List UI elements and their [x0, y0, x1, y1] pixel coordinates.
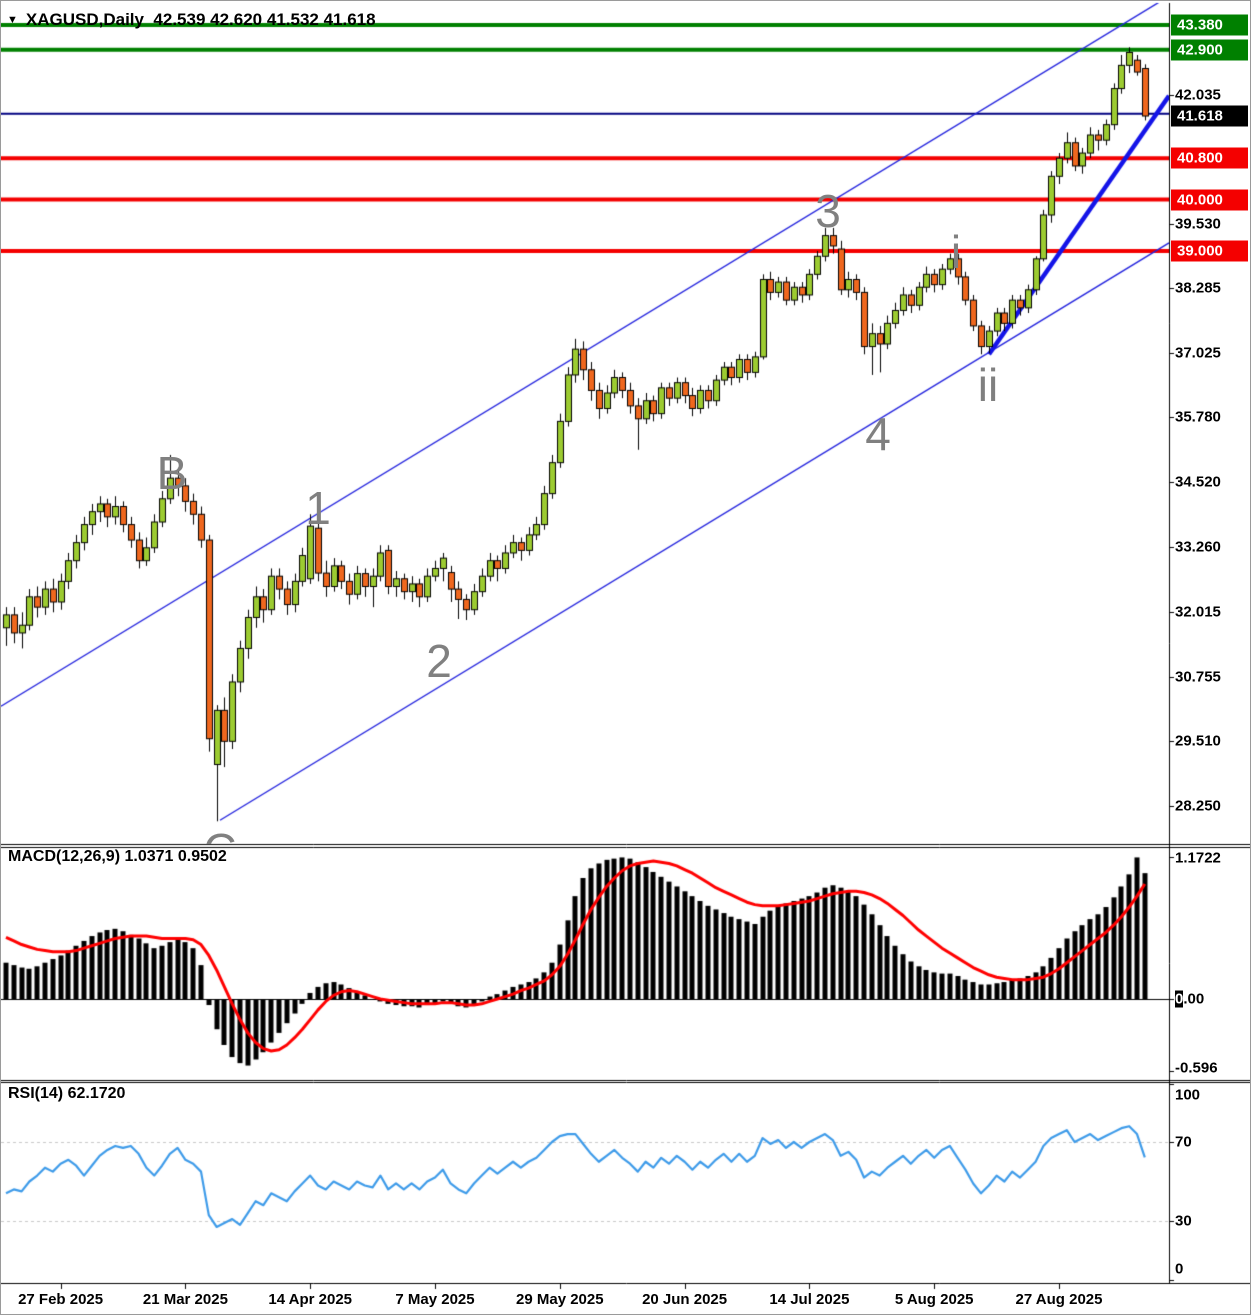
price-level-badge: 43.380	[1171, 14, 1248, 36]
wave-label-3: 3	[815, 185, 841, 237]
date-label: 7 May 2025	[395, 1291, 475, 1308]
macd-axis-label: -0.596	[1175, 1059, 1218, 1077]
price-axis-label: 37.025	[1175, 344, 1221, 362]
date-label: 14 Apr 2025	[268, 1291, 353, 1308]
wave-label-i: i	[950, 226, 962, 278]
symbol-marker-icon: ▼	[7, 13, 18, 26]
rsi-axis-label: 70	[1175, 1133, 1192, 1151]
macd-zero-label: .00	[1183, 990, 1205, 1008]
price-axis-label: 32.015	[1175, 603, 1221, 621]
date-label: 29 May 2025	[516, 1291, 604, 1308]
price-axis-label: 34.520	[1175, 473, 1221, 491]
price-axis-label: 35.780	[1175, 408, 1221, 426]
price-level-badge: 41.618	[1171, 105, 1248, 127]
wave-label-2: 2	[426, 635, 452, 687]
price-axis-label: 29.510	[1175, 732, 1221, 750]
macd-name: MACD(12,26,9)	[8, 848, 121, 865]
price-axis-label: 39.530	[1175, 215, 1221, 233]
chart-title: ▼ XAGUSD,Daily 42.539 42.620 41.532 41.6…	[7, 10, 376, 30]
date-label: 20 Jun 2025	[642, 1291, 728, 1308]
price-axis-label: 33.260	[1175, 538, 1221, 556]
price-axis-label: 42.035	[1175, 86, 1221, 103]
date-label: 27 Aug 2025	[1015, 1291, 1103, 1308]
price-level-badge: 40.000	[1171, 189, 1248, 210]
macd-indicator-label: MACD(12,26,9) 1.0371 0.9502	[8, 848, 227, 866]
rsi-axis-label: 0	[1175, 1260, 1184, 1278]
macd-zero-badge: 0	[1175, 990, 1184, 1008]
price-level-badge: 42.900	[1171, 39, 1248, 61]
rsi-indicator-label: RSI(14) 62.1720	[8, 1085, 125, 1103]
price-level-badge: 40.800	[1171, 147, 1248, 169]
wave-label-1: 1	[305, 482, 331, 534]
date-label: 21 Mar 2025	[142, 1291, 228, 1308]
symbol-ohlc-title: XAGUSD,Daily 42.539 42.620 41.532 41.618	[25, 10, 376, 29]
macd-axis-label: 0.00	[1175, 990, 1205, 1008]
macd-axis-label: 1.1722	[1175, 849, 1221, 867]
date-label: 27 Feb 2025	[18, 1291, 104, 1308]
macd-signal-value: 0.9502	[177, 848, 227, 865]
wave-label-C: C	[203, 827, 236, 844]
price-axis-label: 30.755	[1175, 668, 1221, 686]
rsi-name: RSI(14)	[8, 1085, 64, 1102]
wave-label-B: B	[156, 447, 188, 499]
rsi-axis-label: 30	[1175, 1212, 1192, 1230]
price-axis-label: 28.250	[1175, 797, 1221, 815]
date-label: 14 Jul 2025	[769, 1291, 850, 1308]
rsi-axis-label: 100	[1175, 1086, 1201, 1104]
macd-value: 1.0371	[124, 848, 174, 865]
rsi-value: 62.1720	[67, 1085, 126, 1102]
price-level-badge: 39.000	[1171, 240, 1248, 262]
date-label: 5 Aug 2025	[894, 1291, 974, 1308]
price-axis-label: 38.285	[1175, 279, 1221, 297]
wave-label-4: 4	[865, 408, 891, 460]
wave-label-ii: ii	[977, 359, 999, 411]
wave-annotation-layer: B1234iiiC	[1, 3, 1169, 844]
